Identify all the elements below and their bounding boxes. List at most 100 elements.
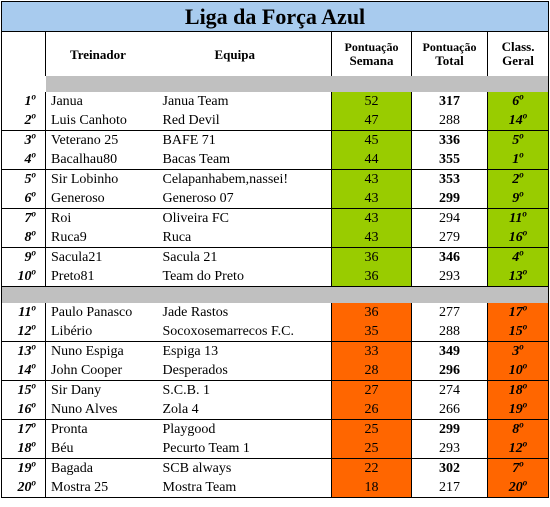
total-points: 346 <box>411 247 488 267</box>
table-row: 1o Janua Janua Team 52 317 6o <box>1 92 550 111</box>
general-rank: 15o <box>486 322 550 342</box>
coach-name: Luis Canhoto <box>45 111 159 131</box>
total-points: 349 <box>411 341 488 361</box>
team-name: Red Devil <box>158 111 332 131</box>
table-row: 13o Nuno Espiga Espiga 13 33 349 3o <box>1 341 550 361</box>
rank-cell: 19o <box>1 458 46 478</box>
rank-cell: 3o <box>1 130 46 150</box>
coach-name: Libério <box>45 322 159 342</box>
team-name: Team do Preto <box>158 267 332 287</box>
coach-name: Nuno Alves <box>45 400 159 420</box>
week-points: 36 <box>331 247 412 267</box>
table-row: 15o Sir Dany S.C.B. 1 27 274 18o <box>1 380 550 400</box>
table-row: 7o Roi Oliveira FC 43 294 11o <box>1 208 550 228</box>
table-row: 14o John Cooper Desperados 28 296 10o <box>1 361 550 381</box>
week-points: 18 <box>331 478 412 498</box>
table-row: 20o Mostra 25 Mostra Team 18 217 20o <box>1 478 550 498</box>
header-row: Treinador Equipa Pontuação Semana Pontuaç… <box>1 31 550 76</box>
coach-name: Pronta <box>45 419 159 439</box>
rank-cell: 14o <box>1 361 46 381</box>
week-points: 22 <box>331 458 412 478</box>
table-row: 9o Sacula21 Sacula 21 36 346 4o <box>1 247 550 267</box>
table-row: 16o Nuno Alves Zola 4 26 266 19o <box>1 400 550 420</box>
coach-name: Bacalhau80 <box>45 150 159 170</box>
team-name: Espiga 13 <box>162 344 219 359</box>
general-rank: 4o <box>486 247 550 267</box>
total-points: 293 <box>411 439 488 459</box>
total-points: 353 <box>411 169 488 189</box>
total-points: 274 <box>411 380 488 400</box>
week-points: 33 <box>331 341 412 361</box>
week-points: 26 <box>331 400 412 420</box>
coach-name: Nuno Espiga <box>45 341 159 361</box>
team-name: Ruca <box>158 228 332 248</box>
general-rank: 16o <box>486 228 550 248</box>
week-points: 25 <box>331 419 412 439</box>
coach-name: Janua <box>45 92 159 111</box>
rank-cell: 11o <box>1 303 46 322</box>
general-rank: 13o <box>486 267 550 287</box>
rank-cell: 1o <box>1 92 46 111</box>
team-name: S.C.B. 1 <box>162 383 210 398</box>
table-row: 8o Ruca9 Ruca 43 279 16o <box>1 228 550 248</box>
rank-cell: 5o <box>1 169 46 189</box>
rank-cell: 20o <box>1 478 46 498</box>
table-row: 3o Veterano 25 BAFE 71 45 336 5o <box>1 130 550 150</box>
team-name: Celapanhabem,nassei! <box>162 172 289 187</box>
week-points: 25 <box>331 439 412 459</box>
week-points: 28 <box>331 361 412 381</box>
table-row: 4o Bacalhau80 Bacas Team 44 355 1o <box>1 150 550 170</box>
week-points: 47 <box>331 111 412 131</box>
team-name: Janua Team <box>162 94 229 109</box>
total-points: 293 <box>411 267 488 287</box>
rank-cell: 13o <box>1 341 46 361</box>
week-points: 27 <box>331 380 412 400</box>
general-rank: 3o <box>486 341 550 361</box>
total-points: 336 <box>411 130 488 150</box>
total-points: 299 <box>411 419 488 439</box>
coach-name: Mostra 25 <box>45 478 159 498</box>
total-points: 355 <box>411 150 488 170</box>
table-row: 18o Béu Pecurto Team 1 25 293 12o <box>1 439 550 459</box>
week-points: 43 <box>331 228 412 248</box>
team-name: Pecurto Team 1 <box>158 439 332 459</box>
week-points: 43 <box>331 169 412 189</box>
header-treinador: Treinador <box>45 31 159 76</box>
week-points: 36 <box>331 267 412 287</box>
table-row: 11o Paulo Panasco Jade Rastos 36 277 17o <box>1 303 550 322</box>
total-points: 277 <box>411 303 488 322</box>
separator-row <box>1 286 550 303</box>
coach-name: Veterano 25 <box>45 130 159 150</box>
team-name: Bacas Team <box>158 150 332 170</box>
team-name: SCB always <box>162 461 232 476</box>
total-points: 296 <box>411 361 488 381</box>
total-points: 217 <box>411 478 488 498</box>
coach-name: Sir Lobinho <box>45 169 159 189</box>
total-points: 288 <box>411 111 488 131</box>
table-row: 12o Libério Socoxosemarrecos F.C. 35 288 15o <box>1 322 550 342</box>
table-row: 10o Preto81 Team do Preto 36 293 13o <box>1 267 550 287</box>
week-points: 52 <box>331 92 412 111</box>
coach-name: Preto81 <box>45 267 159 287</box>
total-points: 294 <box>411 208 488 228</box>
coach-name: Béu <box>45 439 159 459</box>
team-name: Zola 4 <box>158 400 332 420</box>
coach-name: John Cooper <box>45 361 159 381</box>
coach-name: Sacula21 <box>45 247 159 267</box>
general-rank: 9o <box>486 189 550 209</box>
general-rank: 20o <box>486 478 550 498</box>
total-points: 279 <box>411 228 488 248</box>
rank-cell: 17o <box>1 419 46 439</box>
coach-name: Paulo Panasco <box>45 303 159 322</box>
general-rank: 11o <box>486 208 550 228</box>
coach-name: Generoso <box>45 189 159 209</box>
table-row: 5o Sir Lobinho Celapanhabem,nassei! 43 353 2o <box>1 169 550 189</box>
coach-name: Bagada <box>45 458 159 478</box>
league-title: Liga da Força Azul <box>0 1 550 32</box>
rank-cell: 12o <box>1 322 46 342</box>
team-name: Mostra Team <box>158 478 332 498</box>
table-row: 2o Luis Canhoto Red Devil 47 288 14o <box>1 111 550 131</box>
table-row: 6o Generoso Generoso 07 43 299 9o <box>1 189 550 209</box>
rank-cell: 8o <box>1 228 46 248</box>
team-name: Sacula 21 <box>162 250 218 265</box>
